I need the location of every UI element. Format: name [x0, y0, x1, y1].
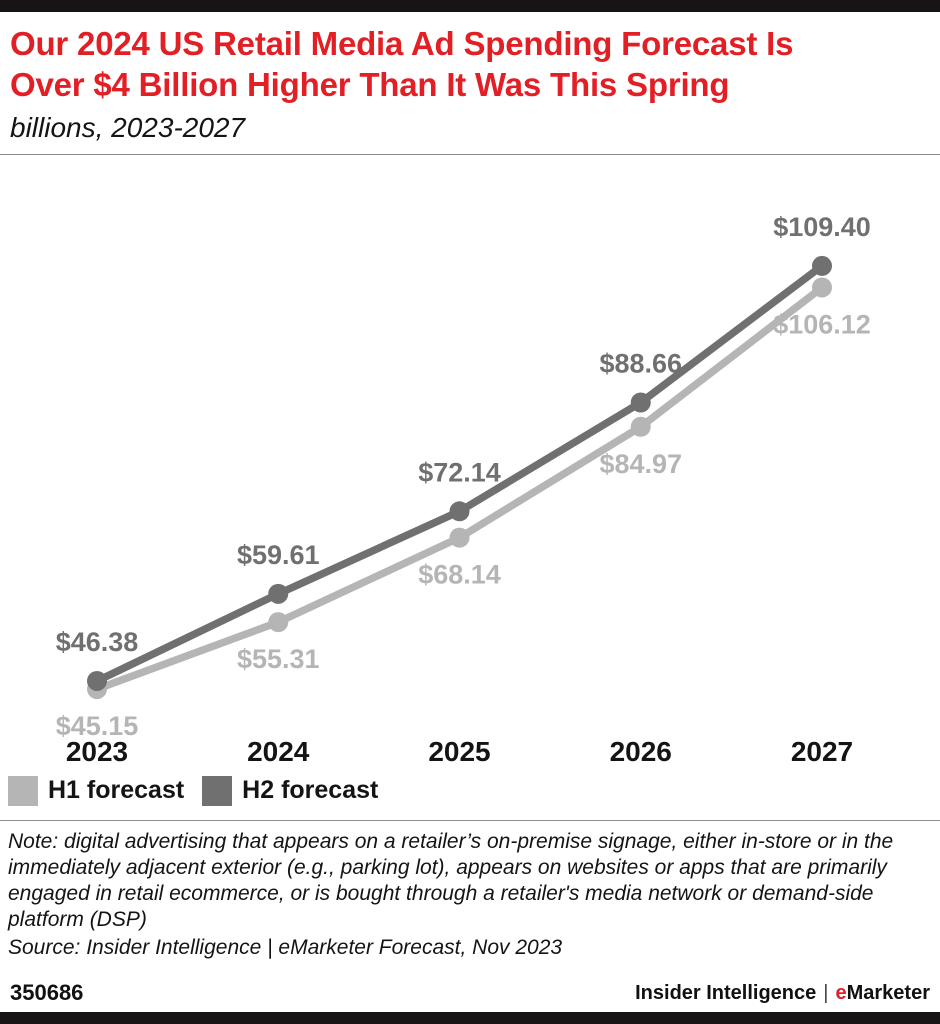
data-point [630, 392, 651, 413]
chart-svg: $45.15 $55.31 $68.14 $84.97 $106.12 $46.38 $59… [56, 212, 871, 767]
value-label: $106.12 [773, 309, 871, 339]
legend-item-h1: H1 forecast [8, 775, 185, 806]
brand-lockup: Insider Intelligence | eMarketer [635, 982, 930, 1005]
value-label: $46.38 [56, 627, 139, 657]
note-text: Note: digital advertising that appears o… [8, 829, 894, 931]
top-black-bar [0, 0, 940, 12]
bottom-black-bar [0, 1012, 940, 1024]
data-point [268, 611, 289, 632]
x-axis-label: 2023 [66, 736, 128, 767]
value-label: $109.40 [773, 212, 871, 242]
chart-id: 350686 [10, 980, 84, 1005]
brand-divider: | [823, 981, 829, 1004]
legend-swatch-h1 [8, 775, 38, 806]
chart-subtitle: billions, 2023-2027 [10, 111, 246, 143]
header-divider [0, 153, 940, 155]
data-point [87, 670, 107, 691]
chart-title-line2: Over $4 Billion Higher Than It Was This … [10, 65, 730, 103]
data-point [268, 583, 289, 604]
x-axis-label: 2026 [610, 736, 672, 767]
brand-emarketer-e: e [835, 981, 847, 1004]
chart-footer: 350686 Insider Intelligence | eMarketer [0, 974, 940, 1012]
legend-item-h2: H2 forecast [202, 775, 379, 806]
value-label: $55.31 [237, 644, 320, 674]
value-label: $88.66 [599, 348, 682, 378]
x-axis-label: 2025 [428, 736, 490, 767]
chart-legend: H1 forecast H2 forecast [0, 775, 940, 820]
value-label: $84.97 [599, 449, 682, 479]
data-point [449, 527, 470, 548]
chart-header: Our 2024 US Retail Media Ad Spending For… [0, 12, 940, 154]
value-label: $72.14 [418, 457, 501, 487]
brand-emarketer-rest: Marketer [846, 981, 930, 1004]
data-point [812, 277, 832, 298]
chart-title: Our 2024 US Retail Media Ad Spending For… [10, 24, 930, 106]
legend-label-h2: H2 forecast [242, 776, 379, 805]
notes-divider [0, 819, 940, 821]
data-point [812, 255, 832, 276]
x-axis-label: 2024 [247, 736, 310, 767]
source-text: Source: Insider Intelligence | eMarketer… [8, 935, 563, 959]
legend-swatch-h2 [202, 775, 233, 806]
value-label: $45.15 [56, 711, 139, 741]
legend-label-h1: H1 forecast [48, 776, 185, 805]
value-label: $59.61 [237, 540, 320, 570]
value-label: $68.14 [418, 559, 501, 589]
notes-block: Note: digital advertising that appears o… [0, 821, 940, 967]
line-chart: $45.15 $55.31 $68.14 $84.97 $106.12 $46.38 $59… [0, 155, 940, 776]
data-point [630, 416, 651, 437]
x-axis-label: 2027 [791, 736, 853, 767]
data-point [449, 501, 470, 522]
chart-title-line1: Our 2024 US Retail Media Ad Spending For… [10, 25, 794, 62]
brand-name: Insider Intelligence [635, 981, 817, 1004]
